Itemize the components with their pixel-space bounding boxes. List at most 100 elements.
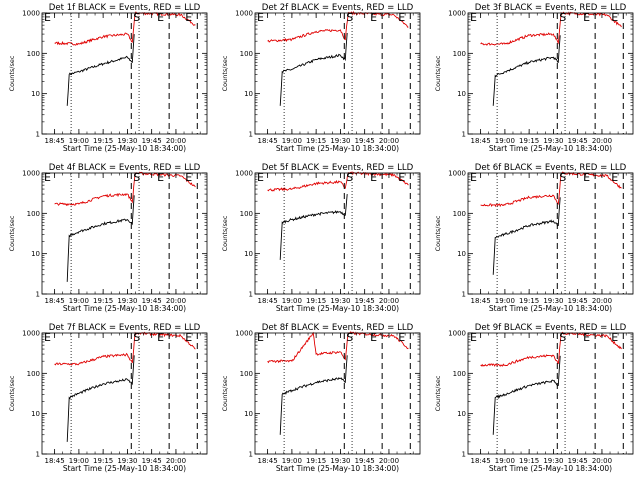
x-tick-label: 19:00 xyxy=(282,457,302,465)
lld-series-line xyxy=(54,11,196,46)
flag-label-e: E xyxy=(370,171,377,184)
events-series-line xyxy=(66,355,135,442)
y-tick-label: 100 xyxy=(240,50,253,58)
x-axis-label: Start Time (25-May-10 18:34:00) xyxy=(489,144,612,153)
events-series-line xyxy=(492,355,561,435)
x-tick-label: 19:15 xyxy=(306,457,326,465)
flag-label-e: E xyxy=(611,331,618,344)
detector-panel-4: Det 4f BLACK = Events, RED = LLD E S E E 1 10 1… xyxy=(1,160,214,320)
flag-label-e: E xyxy=(44,331,51,344)
flag-label-e: E xyxy=(157,11,164,24)
x-tick-label: 19:15 xyxy=(306,137,326,145)
y-tick-label: 1000 xyxy=(235,330,253,338)
y-tick-label: 100 xyxy=(27,210,40,218)
y-tick-label: 1000 xyxy=(448,10,466,18)
y-tick-label: 1 xyxy=(36,451,40,459)
x-tick-label: 19:15 xyxy=(306,297,326,305)
x-tick-label: 19:45 xyxy=(142,457,162,465)
x-tick-label: 19:30 xyxy=(543,297,563,305)
plot-frame xyxy=(467,172,634,295)
y-axis-label: Counts/sec xyxy=(221,375,229,411)
y-tick-label: 100 xyxy=(453,370,466,378)
flag-label-s: S xyxy=(346,331,353,344)
x-tick-label: 19:30 xyxy=(117,457,137,465)
x-tick-label: 19:15 xyxy=(519,297,539,305)
flag-label-e: E xyxy=(611,171,618,184)
flag-label-e: E xyxy=(257,331,264,344)
detector-panel-2: Det 2f BLACK = Events, RED = LLD E S E E 1 10 1… xyxy=(214,0,427,160)
flag-label-s: S xyxy=(559,331,566,344)
detector-panel-3: Det 3f BLACK = Events, RED = LLD E S E E 1 10 1… xyxy=(427,0,640,160)
x-tick-label: 19:15 xyxy=(93,137,113,145)
events-series-line xyxy=(66,195,135,282)
lld-series-line xyxy=(54,171,196,207)
y-axis-label: Counts/sec xyxy=(8,215,16,251)
y-tick-label: 1000 xyxy=(22,170,40,178)
x-tick-label: 18:45 xyxy=(471,137,491,145)
chart-title: Det 7f BLACK = Events, RED = LLD xyxy=(49,323,201,333)
chart-title: Det 4f BLACK = Events, RED = LLD xyxy=(49,163,201,173)
flag-label-s: S xyxy=(559,171,566,184)
flag-label-e: E xyxy=(44,11,51,24)
y-tick-label: 100 xyxy=(453,210,466,218)
y-tick-label: 1 xyxy=(462,451,466,459)
x-axis-label: Start Time (25-May-10 18:34:00) xyxy=(489,304,612,313)
x-tick-label: 19:15 xyxy=(93,297,113,305)
y-tick-label: 1000 xyxy=(22,330,40,338)
detector-panel-1: Det 1f BLACK = Events, RED = LLD E S E E 1 10 1… xyxy=(1,0,214,160)
flag-label-e: E xyxy=(470,11,477,24)
y-axis-label: Counts/sec xyxy=(434,55,442,91)
lld-series-line xyxy=(480,331,622,367)
y-tick-label: 1 xyxy=(249,291,253,299)
x-axis-label: Start Time (25-May-10 18:34:00) xyxy=(276,304,399,313)
x-tick-label: 20:00 xyxy=(379,297,399,305)
y-axis-label: Counts/sec xyxy=(434,375,442,411)
detector-panel-7: Det 7f BLACK = Events, RED = LLD E S E E 1 10 1… xyxy=(1,320,214,480)
x-tick-label: 18:45 xyxy=(45,457,65,465)
chart-title: Det 3f BLACK = Events, RED = LLD xyxy=(475,3,627,13)
flag-label-e: E xyxy=(470,171,477,184)
x-tick-label: 20:00 xyxy=(379,457,399,465)
x-tick-label: 19:45 xyxy=(355,137,375,145)
y-tick-label: 10 xyxy=(31,90,40,98)
y-tick-label: 1 xyxy=(36,291,40,299)
y-tick-label: 100 xyxy=(453,50,466,58)
plot-frame xyxy=(467,12,634,135)
y-tick-label: 10 xyxy=(31,250,40,258)
y-tick-label: 100 xyxy=(27,50,40,58)
x-tick-label: 19:00 xyxy=(495,457,515,465)
flag-label-e: E xyxy=(257,11,264,24)
flag-label-e: E xyxy=(370,331,377,344)
x-tick-label: 19:30 xyxy=(543,457,563,465)
x-axis-label: Start Time (25-May-10 18:34:00) xyxy=(63,304,186,313)
plot-frame xyxy=(41,332,208,455)
x-tick-label: 19:30 xyxy=(330,297,350,305)
flag-label-e: E xyxy=(157,331,164,344)
x-tick-label: 19:30 xyxy=(330,457,350,465)
y-tick-label: 10 xyxy=(244,410,253,418)
flag-label-e: E xyxy=(470,331,477,344)
plot-frame xyxy=(254,12,421,135)
x-tick-label: 20:00 xyxy=(166,137,186,145)
x-tick-label: 20:00 xyxy=(592,297,612,305)
y-tick-label: 1 xyxy=(36,131,40,139)
y-tick-label: 1000 xyxy=(235,170,253,178)
x-tick-label: 19:45 xyxy=(355,457,375,465)
events-series-line xyxy=(279,32,348,106)
events-series-line xyxy=(279,194,348,260)
chart-title: Det 6f BLACK = Events, RED = LLD xyxy=(475,163,627,173)
x-tick-label: 19:15 xyxy=(519,457,539,465)
x-tick-label: 19:45 xyxy=(355,297,375,305)
y-tick-label: 10 xyxy=(457,250,466,258)
x-tick-label: 19:00 xyxy=(495,297,515,305)
x-tick-label: 19:00 xyxy=(69,457,89,465)
x-tick-label: 18:45 xyxy=(45,297,65,305)
x-tick-label: 18:45 xyxy=(258,457,278,465)
